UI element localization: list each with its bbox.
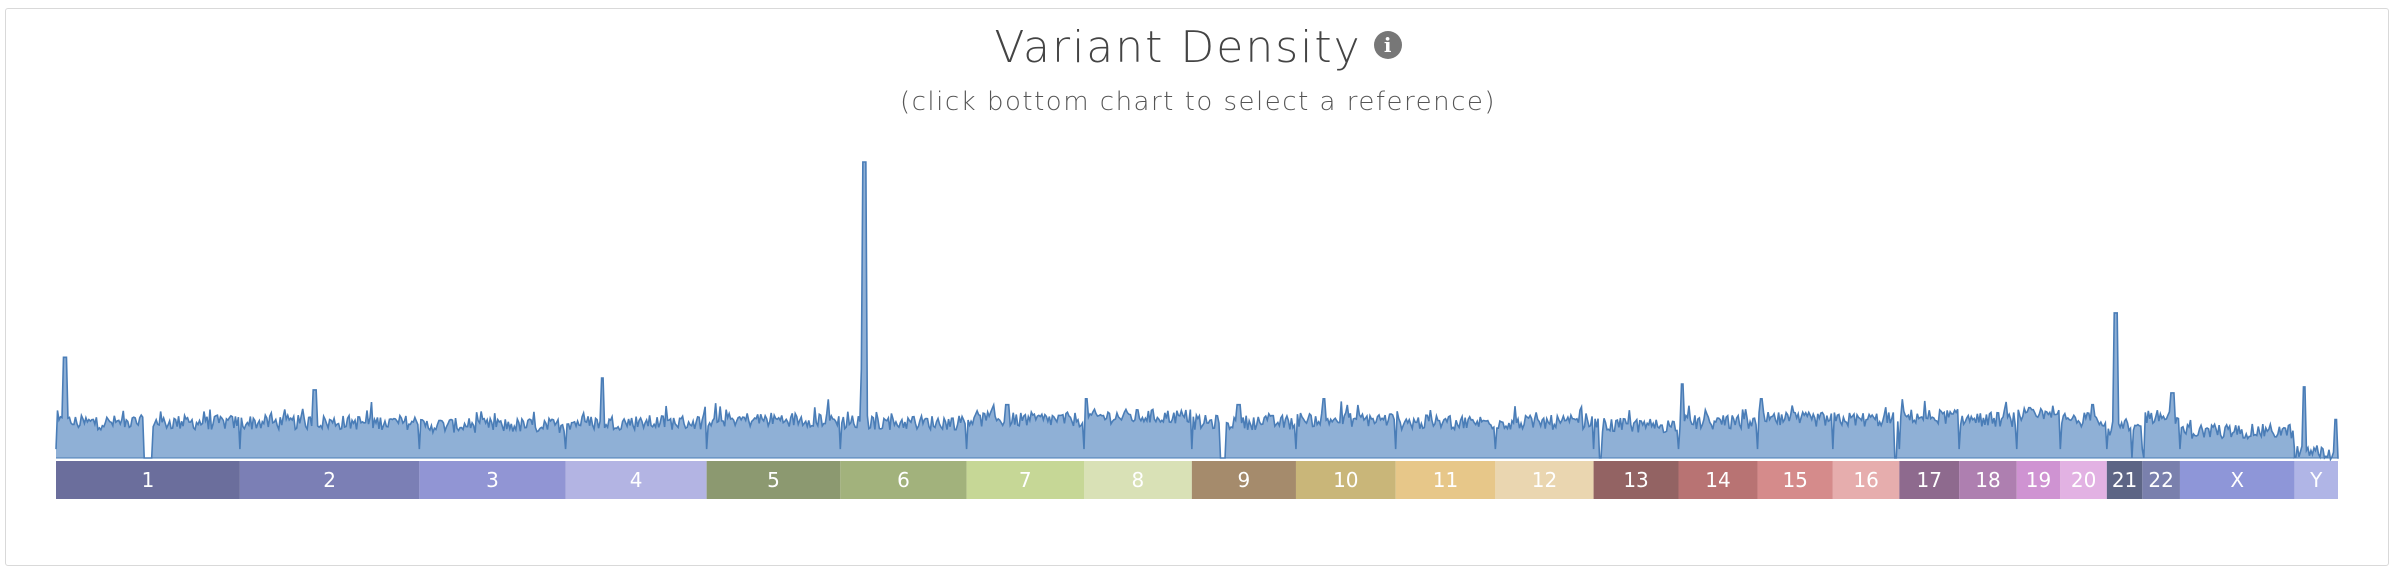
- reference-label-X: X: [2230, 468, 2244, 492]
- reference-label-6: 6: [897, 468, 910, 492]
- reference-segment-19[interactable]: [2016, 461, 2061, 499]
- reference-segment-12[interactable]: [1495, 461, 1594, 499]
- reference-label-11: 11: [1433, 468, 1458, 492]
- reference-segment-11[interactable]: [1395, 461, 1496, 499]
- reference-label-22: 22: [2148, 468, 2173, 492]
- reference-segment-20[interactable]: [2060, 461, 2107, 499]
- reference-segment-14[interactable]: [1678, 461, 1758, 499]
- reference-segment-21[interactable]: [2106, 461, 2143, 499]
- reference-segment-22[interactable]: [2142, 461, 2180, 499]
- reference-label-7: 7: [1019, 468, 1032, 492]
- reference-label-10: 10: [1333, 468, 1358, 492]
- reference-segment-9[interactable]: [1191, 461, 1296, 499]
- reference-selector: 1 2 3 4 5 6 7 8 9 10 11 12 13 14 15 16 17 18 19 20 21 22 X Y: [56, 461, 2338, 499]
- reference-segment-6[interactable]: [840, 461, 967, 499]
- chart-title: Variant Density: [994, 22, 1362, 73]
- reference-label-2: 2: [323, 468, 336, 492]
- reference-label-18: 18: [1975, 468, 2000, 492]
- density-area-layer: [55, 161, 2339, 462]
- reference-segment-15[interactable]: [1757, 461, 1833, 499]
- reference-label-Y: Y: [2309, 468, 2323, 492]
- reference-label-5: 5: [767, 468, 780, 492]
- reference-segment-4[interactable]: [565, 461, 707, 499]
- reference-label-17: 17: [1917, 468, 1942, 492]
- reference-label-14: 14: [1705, 468, 1730, 492]
- reference-label-9: 9: [1238, 468, 1251, 492]
- reference-label-8: 8: [1132, 468, 1145, 492]
- reference-segment-1[interactable]: [56, 461, 240, 499]
- reference-segment-X[interactable]: [2179, 461, 2295, 499]
- density-area: [56, 162, 2338, 460]
- title-row: Variant Density i: [0, 22, 2396, 73]
- reference-segment-2[interactable]: [239, 461, 420, 499]
- reference-label-19: 19: [2026, 468, 2051, 492]
- reference-segment-16[interactable]: [1832, 461, 1900, 499]
- reference-segment-18[interactable]: [1959, 461, 2017, 499]
- reference-label-12: 12: [1532, 468, 1557, 492]
- reference-label-13: 13: [1623, 468, 1648, 492]
- reference-segment-Y[interactable]: [2294, 461, 2338, 499]
- info-icon[interactable]: i: [1373, 31, 1402, 59]
- density-line: [55, 161, 2339, 462]
- reference-segment-5[interactable]: [706, 461, 841, 499]
- reference-segment-17[interactable]: [1899, 461, 1960, 499]
- reference-segment-3[interactable]: [419, 461, 566, 499]
- reference-segment-7[interactable]: [966, 461, 1084, 499]
- reference-segment-8[interactable]: [1084, 461, 1192, 499]
- reference-segment-10[interactable]: [1295, 461, 1396, 499]
- reference-label-21: 21: [2112, 468, 2137, 492]
- reference-label-1: 1: [142, 468, 155, 492]
- reference-label-15: 15: [1782, 468, 1807, 492]
- reference-segment-13[interactable]: [1593, 461, 1679, 499]
- chart-subtitle: (click bottom chart to select a referenc…: [899, 87, 1497, 117]
- reference-label-4: 4: [630, 468, 643, 492]
- reference-label-16: 16: [1853, 468, 1878, 492]
- reference-label-3: 3: [486, 468, 499, 492]
- reference-label-20: 20: [2071, 468, 2096, 492]
